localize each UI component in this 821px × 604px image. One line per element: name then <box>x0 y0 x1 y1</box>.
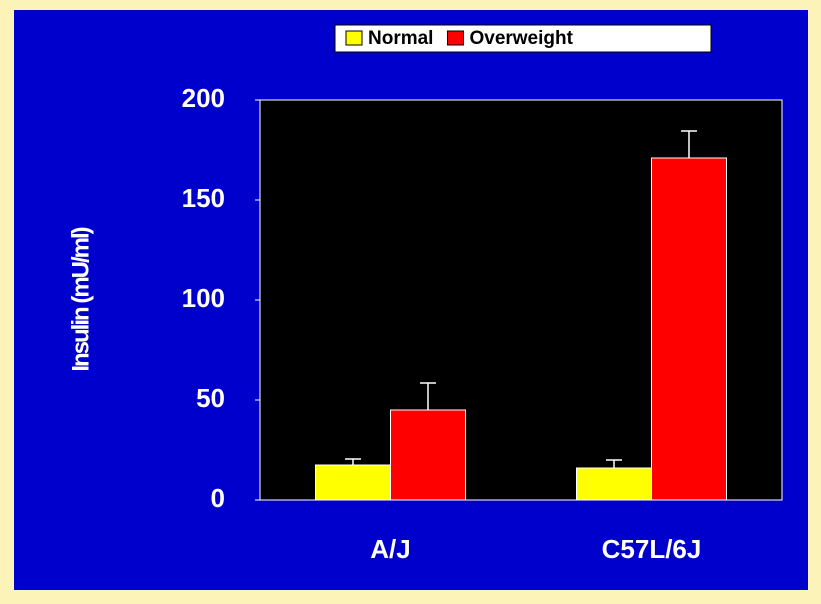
bar <box>576 467 652 501</box>
y-tick-label: 50 <box>196 383 225 413</box>
bar <box>390 409 466 501</box>
error-bar <box>345 458 361 465</box>
error-bar <box>420 382 436 410</box>
legend-swatch <box>345 30 363 46</box>
legend-label: Normal <box>368 28 433 49</box>
bar <box>315 464 391 501</box>
y-tick-label: 0 <box>211 483 225 513</box>
y-axis-label: Insulin (mU/ml) <box>67 227 94 371</box>
x-tick-label: A/J <box>370 534 410 564</box>
y-tick-label: 200 <box>182 83 225 113</box>
error-bar <box>681 130 697 158</box>
y-tick-label: 150 <box>182 183 225 213</box>
legend-box <box>334 24 712 53</box>
y-tick-label: 100 <box>182 283 225 313</box>
error-bar <box>606 459 622 468</box>
legend-label: Overweight <box>469 28 573 49</box>
x-tick-label: C57L/6J <box>602 534 702 564</box>
bar <box>651 157 727 501</box>
legend-swatch <box>446 30 464 46</box>
